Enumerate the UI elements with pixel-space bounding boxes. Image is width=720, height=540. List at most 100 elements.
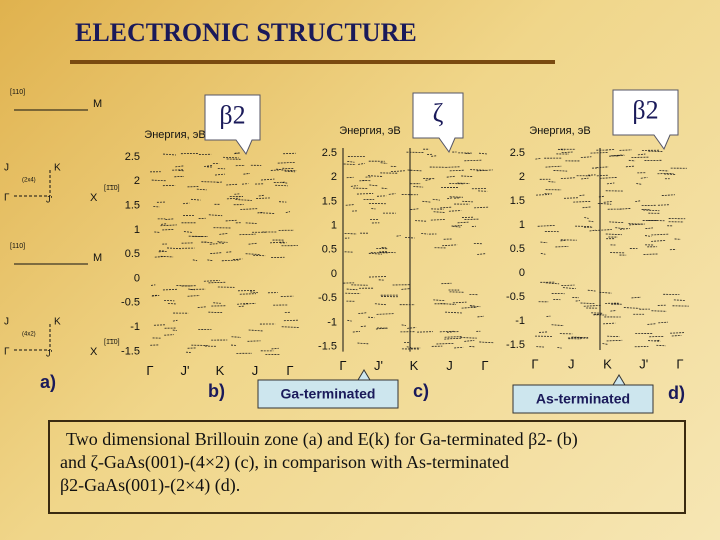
band-segment <box>430 219 446 221</box>
band-segment <box>647 323 656 325</box>
y-tick-label: -1 <box>327 316 337 328</box>
caption-line: Two dimensional Brillouin zone (a) and E… <box>66 429 578 449</box>
band-segment <box>671 335 682 337</box>
x-tick-label: J <box>568 356 575 371</box>
band-segment <box>226 183 238 186</box>
band-segment <box>380 162 388 164</box>
band-segment <box>478 152 488 155</box>
band-segment <box>406 346 412 348</box>
band-segment <box>610 154 624 157</box>
band-segment <box>282 182 288 184</box>
band-segment <box>606 182 615 185</box>
band-segment <box>640 177 648 179</box>
band-segment <box>209 243 218 245</box>
band-segment <box>449 169 465 172</box>
band-segment <box>182 202 190 205</box>
band-segment <box>582 206 591 209</box>
y-tick-label: 1.5 <box>322 195 337 207</box>
band-segment <box>447 197 453 200</box>
band-segment <box>580 156 592 158</box>
band-segment <box>571 336 589 339</box>
band-segment <box>580 302 595 305</box>
band-segment <box>548 181 556 183</box>
x-tick-label: J <box>252 363 259 378</box>
band-segment <box>477 315 485 318</box>
band-segment <box>164 334 174 336</box>
band-segment <box>239 293 256 295</box>
band-segment <box>407 169 423 172</box>
band-segment <box>651 233 670 236</box>
band-segment <box>619 228 630 230</box>
y-tick-label: 1 <box>331 220 337 232</box>
band-segment <box>446 175 456 178</box>
x-tick-label: Γ <box>676 356 683 371</box>
band-segment <box>623 307 640 309</box>
band-segment <box>452 301 467 304</box>
band-segment <box>401 324 407 326</box>
band-segment <box>670 332 684 334</box>
band-segment <box>442 244 458 247</box>
x-tick-label: Γ <box>531 356 538 371</box>
band-segment <box>661 194 675 196</box>
callout-text: ζ <box>433 98 444 127</box>
band-segment <box>579 194 586 197</box>
zone-label: M <box>93 252 102 264</box>
band-segment <box>245 222 258 224</box>
band-segment <box>445 311 462 314</box>
y-tick-label: 2 <box>331 171 337 183</box>
y-tick-label: -1.5 <box>121 345 140 357</box>
band-segment <box>226 197 240 200</box>
band-segment <box>615 227 624 230</box>
band-segment <box>346 288 358 291</box>
band-segment <box>587 289 596 292</box>
band-segment <box>347 161 355 163</box>
zone-label: J' <box>46 348 53 358</box>
panel-header: Энергия, эВ <box>339 125 400 137</box>
band-segment <box>185 351 191 354</box>
band-segment <box>270 169 280 171</box>
band-segment <box>257 211 264 214</box>
band-segment <box>631 296 641 299</box>
band-segment <box>271 347 279 350</box>
band-segment <box>589 229 596 232</box>
band-segment <box>345 204 355 206</box>
band-segment <box>658 321 669 324</box>
band-segment <box>470 305 481 308</box>
band-segment <box>350 185 358 187</box>
band-segment <box>645 227 653 230</box>
zone-label: [110] <box>10 89 25 96</box>
band-segment <box>368 276 387 278</box>
band-segment <box>619 149 632 151</box>
band-segment <box>218 242 225 244</box>
band-segment <box>605 233 622 236</box>
band-segment <box>421 233 428 235</box>
band-segment <box>404 236 415 239</box>
band-segment <box>553 170 568 172</box>
band-segment <box>225 219 238 222</box>
band-segment <box>440 303 456 305</box>
band-segment <box>207 259 214 262</box>
band-segment <box>464 340 475 342</box>
y-tick-label: 0.5 <box>125 248 140 260</box>
band-segment <box>162 229 174 231</box>
band-segment <box>150 284 156 286</box>
band-segment <box>436 342 454 345</box>
band-segment <box>643 209 660 212</box>
band-segment <box>607 335 620 338</box>
band-segment <box>444 336 463 338</box>
y-tick-label: 2 <box>519 171 525 183</box>
band-segment <box>175 165 184 168</box>
band-segment <box>551 324 564 327</box>
band-segment <box>562 287 576 290</box>
band-segment <box>657 204 670 206</box>
band-segment <box>201 181 219 183</box>
band-segment <box>433 211 445 213</box>
band-segment <box>210 252 222 254</box>
band-segment <box>388 193 396 195</box>
band-segment <box>221 259 240 262</box>
band-segment <box>651 310 667 312</box>
y-tick-label: -0.5 <box>506 291 525 303</box>
y-tick-label: 1.5 <box>125 200 140 212</box>
y-tick-label: 0 <box>519 267 525 279</box>
